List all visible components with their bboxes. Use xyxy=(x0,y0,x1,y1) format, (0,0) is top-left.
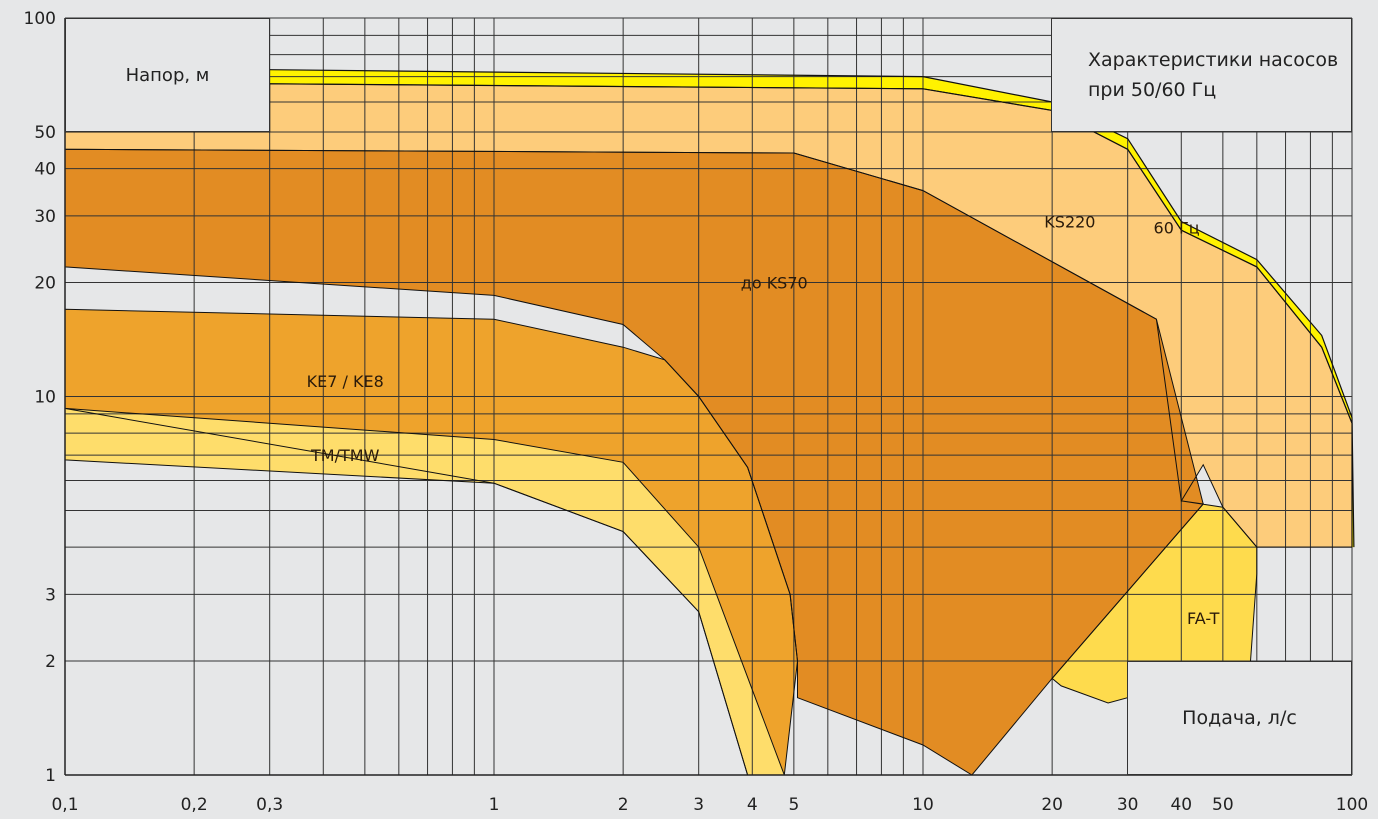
x-tick-label: 20 xyxy=(1041,795,1063,815)
region-outlines xyxy=(64,18,1355,776)
label-ks220: KS220 xyxy=(1044,212,1095,231)
label-fa-t: FA-T xyxy=(1187,609,1220,628)
area-tm-tmw xyxy=(65,408,785,775)
y-tick-label: 10 xyxy=(34,388,56,408)
x-tick-label: 0,2 xyxy=(181,795,208,815)
outline-до-ks70 xyxy=(64,148,1204,776)
x-tick-label: 100 xyxy=(1336,795,1368,815)
x-tick-label: 40 xyxy=(1170,795,1192,815)
label-ke7-ke8: KE7 / KE8 xyxy=(307,372,384,391)
area-ks220 xyxy=(65,83,1352,548)
y-tick-label: 100 xyxy=(24,9,56,29)
x-axis-label: Подача, л/с xyxy=(1127,661,1352,775)
x-tick-label: 50 xyxy=(1212,795,1234,815)
x-tick-label: 0,3 xyxy=(256,795,283,815)
chart-title-text: Характеристики насосов при 50/60 Гц xyxy=(1088,49,1339,101)
y-tick-label: 30 xyxy=(34,207,56,227)
outline-outer-60-гц xyxy=(269,69,1355,548)
x-tick-label: 10 xyxy=(912,795,934,815)
y-axis-label: Напор, м xyxy=(65,18,270,132)
area-до-ks70 xyxy=(65,149,1204,776)
region-areas xyxy=(65,69,1354,776)
y-tick-label: 2 xyxy=(45,652,56,672)
grid-lines xyxy=(64,17,1353,776)
x-tick-label: 1 xyxy=(489,795,500,815)
region-labels: 60 Гц KS220 FA-T до KS70 KE7 / KE8 TM/TMW xyxy=(307,212,1220,627)
x-tick-label: 3 xyxy=(693,795,704,815)
label-до-ks70: до KS70 xyxy=(741,274,808,293)
area-fa-t xyxy=(1052,500,1257,703)
label-tm-tmw: TM/TMW xyxy=(310,446,380,465)
x-tick-label: 30 xyxy=(1117,795,1139,815)
tick-labels: 0,1 0,2 0,3 1 2 3 4 5 10 20 30 40 50 100 1 2 3 10 20 30 40 50… xyxy=(24,9,1369,815)
y-axis-label-text: Напор, м xyxy=(125,64,210,86)
x-axis-label-text: Подача, л/с xyxy=(1182,707,1297,729)
label-60-гц: 60 Гц xyxy=(1154,218,1200,237)
y-tick-label: 20 xyxy=(34,274,56,294)
x-tick-label: 4 xyxy=(747,795,758,815)
x-tick-label: 0,1 xyxy=(51,795,78,815)
y-tick-label: 50 xyxy=(34,123,56,143)
x-tick-label: 5 xyxy=(788,795,799,815)
y-tick-label: 1 xyxy=(45,766,56,786)
chart-title: Характеристики насосов при 50/60 Гц xyxy=(1051,18,1352,132)
x-tick-label: 2 xyxy=(618,795,629,815)
y-tick-label: 3 xyxy=(45,585,56,605)
y-tick-label: 40 xyxy=(34,160,56,180)
